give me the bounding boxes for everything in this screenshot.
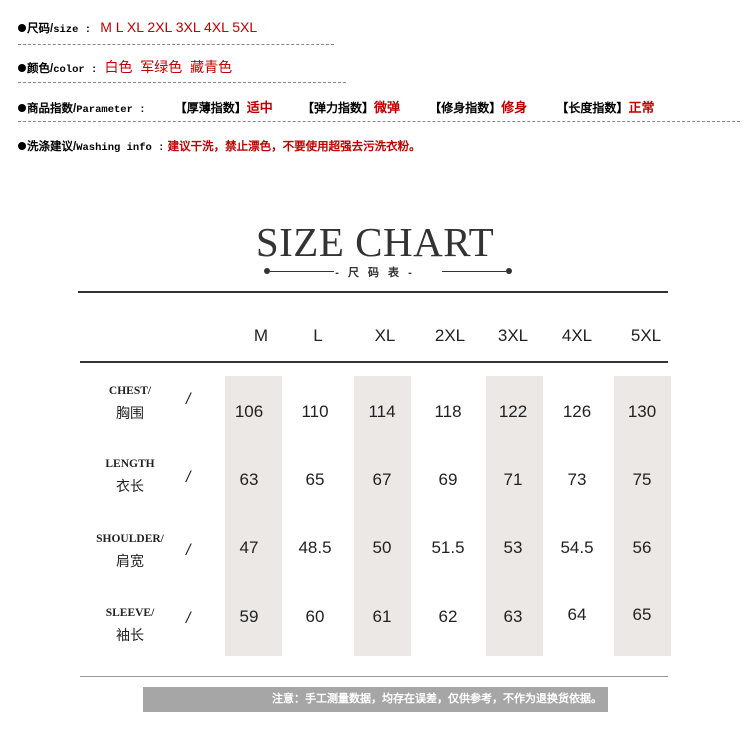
table-cell: 48.5 (298, 538, 332, 557)
shaded-column-xl (354, 376, 411, 656)
color-label: 颜色/ (27, 63, 54, 75)
row-label-shoulder: SHOULDER/ 肩宽 (78, 528, 182, 572)
row-slash: / (186, 542, 191, 559)
wash-info: 洗涤建议/Washing info : 建议干洗，禁止漂色，不要使用超强去污洗衣… (18, 138, 421, 154)
chart-subtitle: - 尺 码 表 - (335, 267, 415, 279)
row-label-cn: 衣长 (116, 478, 144, 494)
table-cell: 65 (305, 470, 325, 489)
table-cell: 53 (503, 538, 523, 557)
divider (18, 121, 740, 122)
subtitle-dot (264, 268, 270, 274)
param-fit-value: 修身 (501, 100, 528, 115)
size-header-5xl: 5XL (630, 326, 662, 345)
shaded-column-m (225, 376, 282, 656)
color-values: 白色 军绿色 藏青色 (104, 59, 233, 75)
divider (18, 82, 346, 83)
color-label-en: color : (53, 64, 98, 76)
bullet-icon (18, 63, 26, 72)
footer-bar (143, 687, 608, 712)
table-cell: 64 (567, 605, 587, 624)
table-cell: 114 (368, 402, 396, 421)
size-label-en: size : (53, 24, 92, 36)
table-cell: 73 (567, 470, 587, 489)
table-cell: 47 (239, 538, 259, 557)
subtitle-line (270, 271, 334, 272)
row-label-en: SLEEVE/ (105, 607, 155, 619)
size-header-3xl: 3XL (497, 326, 529, 345)
size-info: 尺码/size : M L XL 2XL 3XL 4XL 5XL (18, 19, 257, 36)
row-slash: / (186, 610, 191, 627)
table-cell: 60 (305, 607, 325, 626)
table-cell: 69 (438, 470, 458, 489)
row-slash: / (186, 469, 191, 486)
table-cell: 118 (434, 402, 462, 421)
table-cell: 75 (632, 470, 652, 489)
row-label-length: LENGTH 衣长 (78, 453, 182, 497)
size-header-4xl: 4XL (561, 326, 593, 345)
table-cell: 63 (503, 607, 523, 626)
table-cell: 67 (372, 470, 392, 489)
param-info: 商品指数/Parameter : 【厚薄指数】适中 【弹力指数】微弹 【修身指数… (18, 97, 654, 116)
row-label-cn: 肩宽 (116, 553, 144, 569)
table-cell: 61 (372, 607, 392, 626)
row-label-chest: CHEST/ 胸围 (78, 380, 182, 424)
row-label-cn: 胸围 (116, 405, 144, 421)
wash-label: 洗涤建议/ (27, 141, 77, 153)
subtitle-dot (506, 268, 512, 274)
size-header-m: M (253, 326, 269, 345)
param-elasticity-value: 微弹 (373, 100, 400, 115)
table-cell: 106 (234, 402, 264, 421)
footer-note: 注意：手工测量数据，均存在误差，仅供参考，不作为退换货依据。 (272, 693, 602, 705)
bullet-icon (18, 103, 26, 112)
top-rule (78, 291, 668, 293)
bullet-icon (18, 23, 26, 32)
table-cell: 110 (301, 402, 329, 421)
row-label-en: SHOULDER/ (96, 533, 164, 545)
table-cell: 59 (239, 607, 259, 626)
row-label-en: CHEST/ (108, 385, 152, 397)
param-length-value: 正常 (628, 100, 655, 115)
size-header-2xl: 2XL (434, 326, 466, 345)
table-cell: 62 (438, 607, 458, 626)
row-label-cn: 袖长 (116, 627, 144, 643)
size-header-l: L (313, 326, 323, 345)
table-cell: 51.5 (431, 538, 465, 557)
wash-value: 建议干洗，禁止漂色，不要使用超强去污洗衣粉。 (167, 141, 421, 153)
param-label-en: Parameter : (76, 104, 146, 116)
subtitle-line (442, 271, 506, 272)
size-header-xl: XL (374, 326, 396, 345)
table-cell: 56 (632, 538, 652, 557)
color-info: 颜色/color : 白色 军绿色 藏青色 (18, 57, 232, 77)
chart-title: SIZE CHART (255, 219, 495, 265)
table-cell: 50 (372, 538, 392, 557)
size-values: M L XL 2XL 3XL 4XL 5XL (100, 19, 258, 35)
table-cell: 126 (562, 402, 592, 421)
table-cell: 122 (498, 402, 528, 421)
table-cell: 130 (627, 402, 657, 421)
bullet-icon (18, 141, 26, 150)
table-cell: 65 (632, 605, 652, 624)
shaded-column-5xl (614, 376, 671, 656)
param-elasticity-name: 【弹力指数】 (301, 101, 374, 115)
wash-label-en: Washing info : (76, 142, 165, 154)
header-rule (80, 361, 668, 363)
table-cell: 63 (239, 470, 259, 489)
param-thickness-name: 【厚薄指数】 (174, 101, 247, 115)
row-label-en: LENGTH (105, 458, 155, 470)
param-fit-name: 【修身指数】 (429, 101, 502, 115)
param-thickness-value: 适中 (246, 100, 273, 115)
row-slash: / (186, 391, 191, 408)
divider (18, 44, 334, 45)
bottom-rule (80, 676, 668, 677)
size-label: 尺码/ (27, 23, 54, 35)
param-length-name: 【长度指数】 (556, 101, 629, 115)
shaded-column-3xl (486, 376, 543, 656)
table-cell: 71 (503, 470, 523, 489)
param-label: 商品指数/ (27, 103, 77, 115)
table-cell: 54.5 (560, 538, 594, 557)
row-label-sleeve: SLEEVE/ 袖长 (78, 602, 182, 646)
